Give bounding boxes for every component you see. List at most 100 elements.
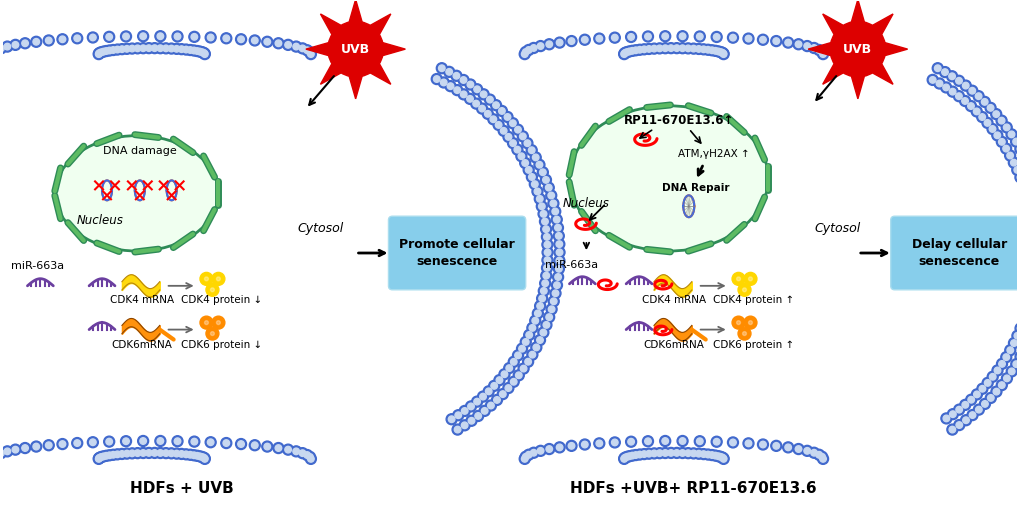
Circle shape <box>299 450 306 457</box>
Circle shape <box>772 38 779 44</box>
Text: Cytosol: Cytosol <box>298 221 343 235</box>
Circle shape <box>201 455 208 461</box>
Circle shape <box>815 452 821 458</box>
Text: CDK4 protein ↑: CDK4 protein ↑ <box>712 295 794 305</box>
Circle shape <box>714 453 720 459</box>
Polygon shape <box>320 64 340 84</box>
Circle shape <box>748 321 752 325</box>
Circle shape <box>235 34 247 45</box>
Circle shape <box>694 31 704 42</box>
Circle shape <box>464 93 475 104</box>
Circle shape <box>642 31 653 42</box>
Circle shape <box>100 48 107 55</box>
Circle shape <box>535 41 545 51</box>
Circle shape <box>198 452 209 463</box>
Circle shape <box>702 449 712 460</box>
Circle shape <box>650 450 657 457</box>
Circle shape <box>810 450 816 456</box>
Circle shape <box>661 33 667 40</box>
Circle shape <box>1001 373 1012 384</box>
Circle shape <box>220 437 231 449</box>
Circle shape <box>543 265 549 271</box>
Circle shape <box>173 46 179 52</box>
Circle shape <box>151 450 158 456</box>
Circle shape <box>719 51 727 57</box>
Circle shape <box>12 447 18 453</box>
Circle shape <box>933 65 941 72</box>
Circle shape <box>671 43 682 54</box>
Circle shape <box>938 67 950 78</box>
Text: HDFs +UVB+ RP11-670E13.6: HDFs +UVB+ RP11-670E13.6 <box>570 481 816 496</box>
Circle shape <box>994 132 1000 139</box>
Circle shape <box>1011 330 1019 341</box>
Circle shape <box>549 200 556 207</box>
Circle shape <box>212 272 224 285</box>
Circle shape <box>629 48 635 54</box>
Circle shape <box>1004 345 1015 356</box>
Circle shape <box>144 43 154 54</box>
Circle shape <box>621 455 627 461</box>
Circle shape <box>444 81 455 91</box>
Circle shape <box>140 450 147 456</box>
Circle shape <box>123 450 130 457</box>
Circle shape <box>973 391 979 398</box>
Circle shape <box>990 130 1002 141</box>
Circle shape <box>431 74 442 84</box>
Circle shape <box>534 188 540 195</box>
Circle shape <box>302 45 313 56</box>
Circle shape <box>1006 152 1013 159</box>
Circle shape <box>566 440 577 451</box>
Circle shape <box>180 449 192 460</box>
Circle shape <box>151 45 158 51</box>
Circle shape <box>207 439 214 446</box>
Circle shape <box>532 186 542 197</box>
Circle shape <box>503 114 511 120</box>
Circle shape <box>182 451 190 458</box>
Circle shape <box>694 436 704 447</box>
Circle shape <box>679 33 685 40</box>
Circle shape <box>459 420 470 431</box>
Circle shape <box>12 42 18 48</box>
Circle shape <box>1010 160 1016 166</box>
Circle shape <box>103 453 109 459</box>
Circle shape <box>542 177 548 183</box>
Circle shape <box>532 308 543 319</box>
Circle shape <box>949 411 955 418</box>
Circle shape <box>581 37 588 43</box>
Circle shape <box>503 363 515 373</box>
Circle shape <box>708 452 714 458</box>
Circle shape <box>485 400 496 411</box>
Circle shape <box>629 452 635 459</box>
Circle shape <box>1012 361 1019 367</box>
Circle shape <box>458 75 469 85</box>
Circle shape <box>512 144 523 155</box>
Circle shape <box>634 449 645 460</box>
Circle shape <box>112 44 122 55</box>
Circle shape <box>801 41 812 51</box>
Circle shape <box>624 49 630 55</box>
Circle shape <box>679 45 685 51</box>
Circle shape <box>0 448 6 459</box>
Circle shape <box>743 316 756 329</box>
Circle shape <box>529 325 535 331</box>
Circle shape <box>491 395 502 405</box>
Circle shape <box>541 255 552 266</box>
Circle shape <box>514 146 520 153</box>
Circle shape <box>959 399 970 410</box>
Circle shape <box>4 43 10 50</box>
Circle shape <box>948 73 955 80</box>
Circle shape <box>1007 131 1014 138</box>
Text: DNA damage: DNA damage <box>103 146 176 155</box>
Circle shape <box>157 45 163 51</box>
Circle shape <box>816 47 826 57</box>
Circle shape <box>262 441 272 452</box>
Circle shape <box>138 43 149 54</box>
Circle shape <box>440 79 446 86</box>
Circle shape <box>818 454 824 460</box>
Circle shape <box>478 105 485 112</box>
Circle shape <box>523 330 534 340</box>
Circle shape <box>19 442 31 454</box>
Circle shape <box>555 241 562 247</box>
Circle shape <box>451 424 463 435</box>
Circle shape <box>477 391 488 402</box>
